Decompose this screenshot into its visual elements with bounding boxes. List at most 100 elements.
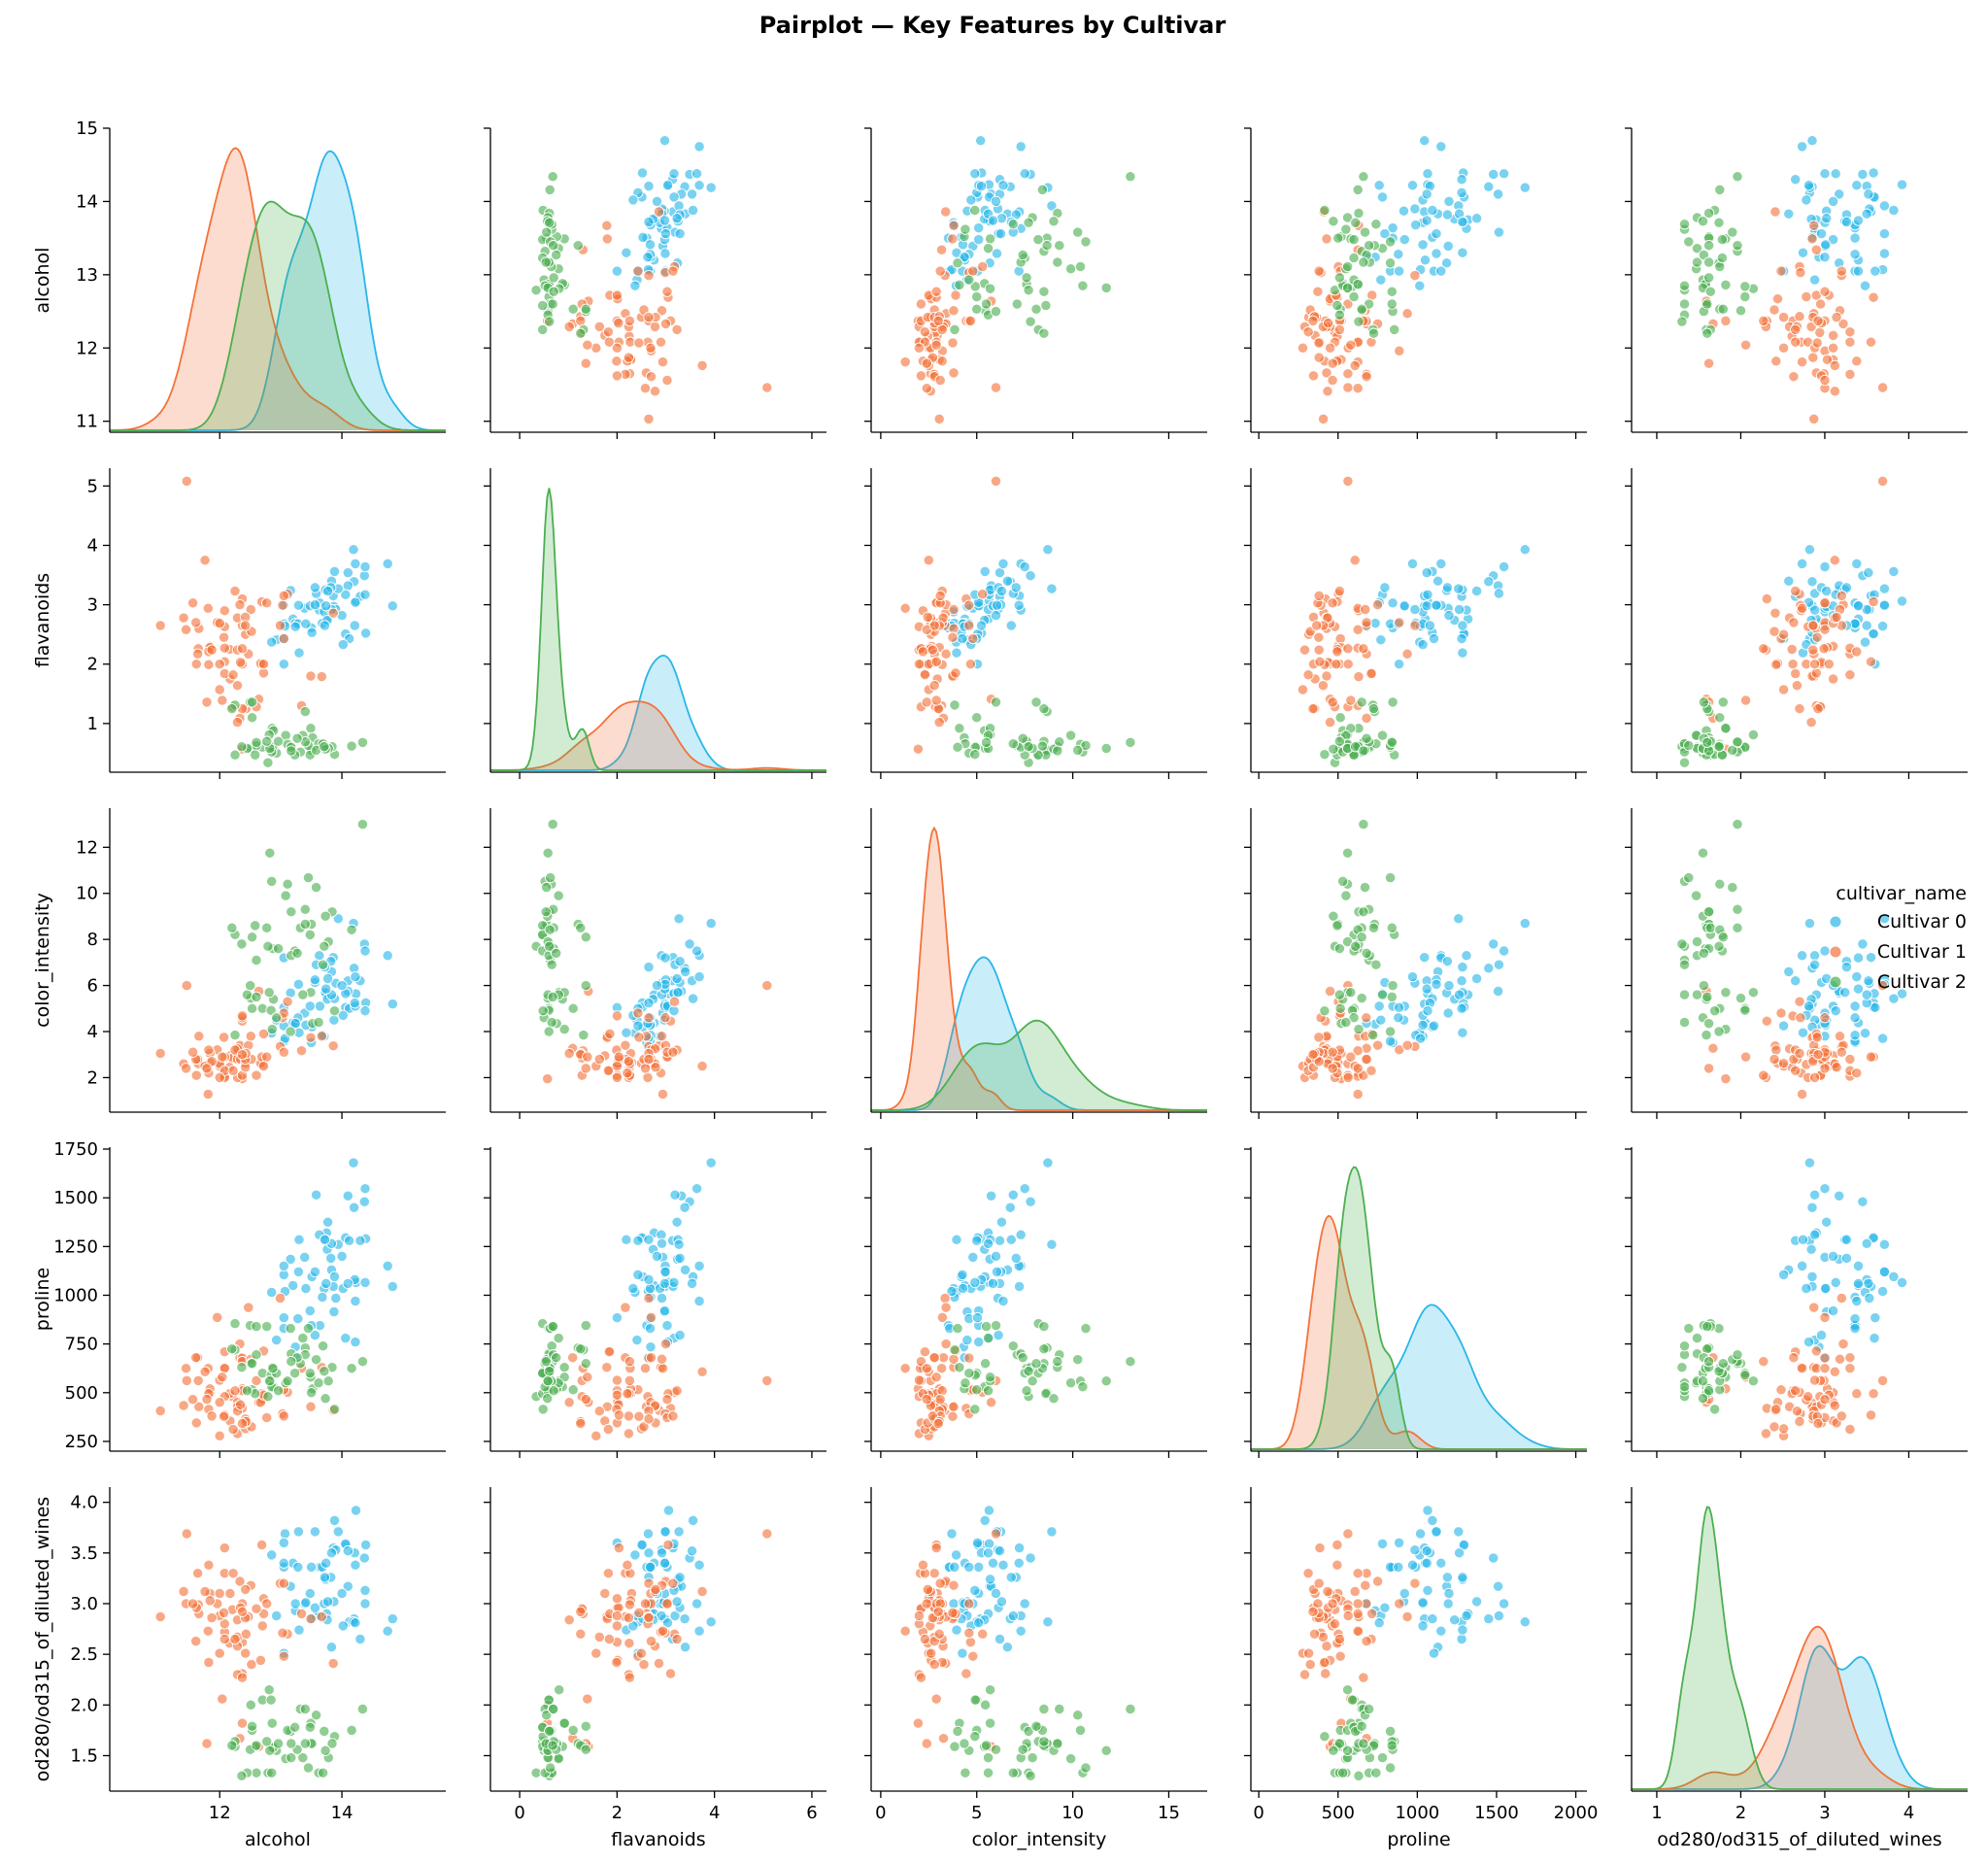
point-0-27 bbox=[1797, 247, 1809, 258]
point-0-21 bbox=[631, 1334, 643, 1346]
point-0-56 bbox=[1851, 1295, 1863, 1307]
point-0-18 bbox=[1803, 1157, 1816, 1169]
point-2-35 bbox=[1328, 743, 1339, 755]
point-1-32 bbox=[645, 342, 657, 354]
point-1-22 bbox=[1366, 1608, 1378, 1620]
point-1-62 bbox=[1327, 374, 1338, 387]
point-2-46 bbox=[286, 1738, 297, 1749]
point-0-41 bbox=[957, 1282, 969, 1295]
y-tick-label: 2.0 bbox=[70, 1695, 98, 1715]
point-0-18 bbox=[705, 1157, 717, 1169]
point-0-56 bbox=[997, 180, 1009, 191]
point-1-8 bbox=[611, 1010, 623, 1022]
point-1-9 bbox=[935, 244, 948, 255]
x-tick-label: 10 bbox=[1061, 1803, 1084, 1823]
point-0-22 bbox=[948, 1598, 960, 1609]
point-1-39 bbox=[915, 1672, 927, 1683]
point-0-53 bbox=[995, 1216, 1008, 1228]
point-2-35 bbox=[1697, 216, 1709, 227]
point-0-32 bbox=[1849, 1030, 1861, 1041]
point-1-41 bbox=[1790, 336, 1802, 348]
x-tick-label: 5 bbox=[971, 1803, 982, 1823]
point-1-60 bbox=[611, 342, 623, 354]
point-1-52 bbox=[1769, 1053, 1780, 1066]
point-1-55 bbox=[1865, 336, 1877, 348]
point-2-43 bbox=[544, 217, 556, 228]
point-0-5 bbox=[679, 1202, 691, 1213]
y-tick-label: 1750 bbox=[53, 1139, 98, 1160]
point-0-56 bbox=[1406, 180, 1419, 191]
point-0-52 bbox=[1441, 582, 1454, 593]
point-0-18 bbox=[705, 1616, 717, 1628]
point-1-57 bbox=[1851, 356, 1863, 367]
point-1-68 bbox=[921, 357, 932, 369]
point-0-49 bbox=[673, 1238, 685, 1250]
point-0-46 bbox=[668, 168, 680, 180]
point-2-35 bbox=[1328, 216, 1339, 227]
point-1-36 bbox=[1808, 1302, 1820, 1313]
point-0-29 bbox=[1801, 194, 1812, 206]
point-2-8 bbox=[1720, 987, 1732, 999]
point-1-50 bbox=[1361, 1635, 1372, 1647]
point-1-68 bbox=[201, 696, 213, 708]
point-1-39 bbox=[1758, 1069, 1769, 1081]
point-2-48 bbox=[251, 736, 262, 749]
point-2-16 bbox=[328, 1404, 341, 1415]
point-1-14 bbox=[1409, 620, 1421, 631]
point-2-45 bbox=[291, 732, 303, 744]
point-2-7 bbox=[567, 303, 579, 315]
point-1-29 bbox=[928, 1568, 940, 1579]
point-1-24 bbox=[1775, 1007, 1787, 1019]
point-0-45 bbox=[643, 1273, 655, 1286]
point-0-45 bbox=[975, 180, 988, 192]
point-2-44 bbox=[1732, 1349, 1743, 1361]
point-2-45 bbox=[1361, 732, 1372, 744]
point-1-62 bbox=[186, 1394, 199, 1406]
point-2-38 bbox=[541, 226, 553, 238]
point-1-66 bbox=[633, 1410, 645, 1422]
point-1-65 bbox=[206, 1611, 218, 1624]
panel-0-1 bbox=[484, 127, 826, 439]
point-1-40 bbox=[1791, 1406, 1803, 1417]
point-1-67 bbox=[1794, 702, 1805, 715]
point-0-8 bbox=[387, 1612, 398, 1625]
kde-fill-0 bbox=[110, 151, 446, 430]
point-2-4 bbox=[979, 1358, 992, 1370]
point-1-26 bbox=[254, 1654, 267, 1667]
point-2-16 bbox=[1319, 1731, 1331, 1743]
point-1-35 bbox=[915, 370, 927, 382]
point-2-48 bbox=[251, 991, 262, 1003]
point-0-54 bbox=[320, 1277, 332, 1290]
point-0-45 bbox=[643, 1547, 655, 1559]
point-0-55 bbox=[309, 974, 321, 986]
point-1-33 bbox=[1331, 1539, 1343, 1551]
point-1-64 bbox=[1836, 590, 1847, 602]
point-1-60 bbox=[1342, 1609, 1354, 1622]
point-0-58 bbox=[1840, 1234, 1853, 1245]
point-2-17 bbox=[1352, 278, 1364, 290]
point-2-31 bbox=[1370, 219, 1382, 230]
point-0-54 bbox=[658, 1557, 671, 1569]
point-2-2 bbox=[984, 1684, 996, 1696]
point-1-50 bbox=[928, 1352, 940, 1364]
point-2-7 bbox=[246, 712, 258, 724]
point-0-55 bbox=[309, 598, 321, 611]
point-0-49 bbox=[1046, 1526, 1058, 1538]
point-0-0 bbox=[1896, 595, 1908, 607]
point-2-40 bbox=[1038, 327, 1050, 339]
point-1-36 bbox=[620, 1039, 631, 1051]
point-1-44 bbox=[203, 659, 215, 670]
point-2-40 bbox=[226, 1740, 238, 1751]
point-2-30 bbox=[1676, 316, 1688, 327]
point-2-22 bbox=[1074, 260, 1087, 273]
point-1-33 bbox=[1868, 291, 1879, 303]
point-2-45 bbox=[1361, 947, 1372, 960]
point-0-16 bbox=[1456, 174, 1467, 186]
kde-fill-2 bbox=[871, 1020, 1207, 1110]
panel-0-3 bbox=[1244, 127, 1587, 439]
point-0-5 bbox=[1483, 963, 1495, 974]
kde-fill-0 bbox=[871, 957, 1207, 1110]
point-0-6 bbox=[359, 627, 372, 639]
point-1-61 bbox=[180, 624, 192, 635]
